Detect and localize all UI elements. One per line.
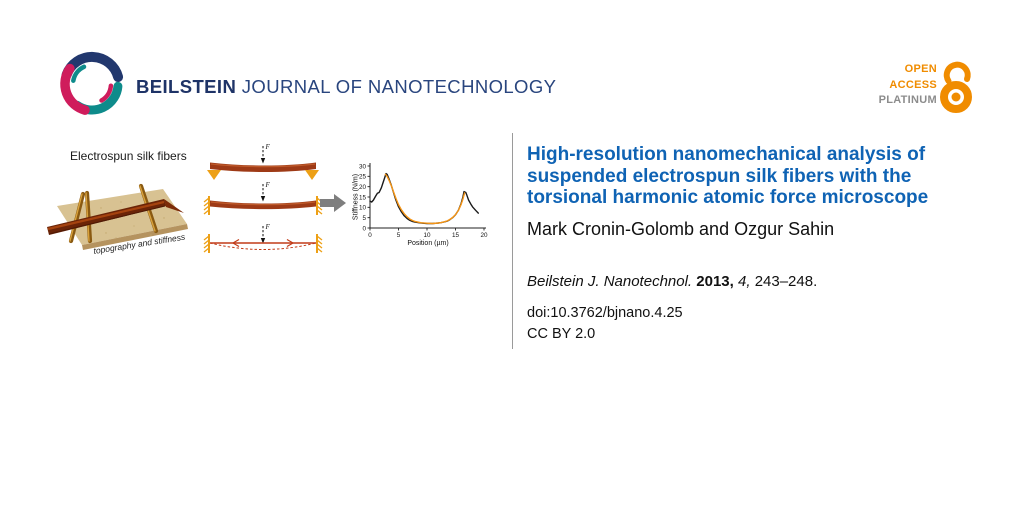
beam-diagrams: F F F [203, 143, 323, 253]
pin-support-icon [305, 170, 319, 180]
logo-arc-pink [60, 63, 90, 115]
pin-support-icon [207, 170, 221, 180]
svg-text:10: 10 [359, 205, 367, 212]
beilstein-logo-icon [60, 51, 124, 115]
journal-name-secondary: JOURNAL OF NANOTECHNOLOGY [241, 76, 557, 97]
clamp-hatch-icon [203, 234, 323, 253]
open-access-line3: PLATINUM [878, 94, 937, 106]
svg-text:15: 15 [359, 194, 367, 201]
logo-arc-pink-inner [99, 83, 114, 103]
citation-pages: 243–248. [754, 273, 818, 290]
force-label: F [265, 181, 271, 189]
svg-text:30: 30 [359, 163, 367, 170]
svg-text:0: 0 [362, 225, 366, 232]
clamp-hatch-icon [203, 196, 323, 215]
thick-silk-fiber [47, 199, 184, 235]
fiber-topography-image: topography and stiffness [47, 183, 188, 256]
open-access-line1: OPEN [904, 63, 937, 75]
tensioned-string-diagram: F [203, 223, 323, 253]
journal-name: BEILSTEIN JOURNAL OF NANOTECHNOLOGY [136, 76, 556, 98]
article-citation: Beilstein J. Nanotechnol. 2013, 4, 243–2… [527, 273, 992, 290]
stiffness-chart: 0 5 10 15 20 0 5 10 15 20 25 30 Stiffness (N/m) Pos… [353, 163, 488, 247]
open-access-line2: ACCESS [889, 78, 937, 91]
svg-text:20: 20 [359, 184, 367, 191]
chart-axes [369, 163, 486, 229]
chart-ticks: 0 5 10 15 20 0 5 10 15 20 25 30 [359, 163, 488, 239]
svg-text:5: 5 [362, 215, 366, 222]
article-title: High-resolution nanomechanical analysis … [527, 144, 929, 208]
force-label: F [265, 143, 271, 151]
substrate-edge [82, 224, 188, 250]
article-license: CC BY 2.0 [527, 326, 596, 342]
svg-text:15: 15 [452, 232, 460, 239]
citation-year: 2013, [696, 273, 734, 290]
svg-text:10: 10 [423, 232, 431, 239]
svg-text:25: 25 [359, 174, 367, 181]
journal-name-primary: BEILSTEIN [136, 76, 237, 97]
svg-text:5: 5 [397, 232, 401, 239]
open-access-lock-icon [940, 61, 972, 113]
vertical-divider [512, 133, 513, 349]
simply-supported-beam-diagram: F [207, 143, 319, 180]
right-arrow-icon [320, 194, 346, 212]
chart-xlabel: Position (µm) [407, 240, 448, 247]
tension-arrow-icon [286, 238, 295, 248]
tension-arrow-icon [231, 238, 240, 248]
figure-label: Electrospun silk fibers [70, 149, 187, 163]
chart-ylabel: Stiffness (N/m) [353, 174, 360, 220]
svg-text:0: 0 [368, 232, 372, 239]
open-access-badge: OPEN ACCESS PLATINUM [879, 62, 937, 109]
chart-series [369, 172, 480, 225]
force-label: F [265, 223, 271, 231]
citation-volume: 4, [738, 273, 751, 290]
logo-arc-teal-inner [71, 64, 87, 83]
article-authors: Mark Cronin-Golomb and Ozgur Sahin [527, 219, 835, 239]
clamped-beam-diagram: F [203, 181, 323, 215]
svg-text:20: 20 [480, 232, 488, 239]
citation-journal: Beilstein J. Nanotechnol. [527, 273, 693, 290]
article-doi: doi:10.3762/bjnano.4.25 [527, 305, 683, 321]
